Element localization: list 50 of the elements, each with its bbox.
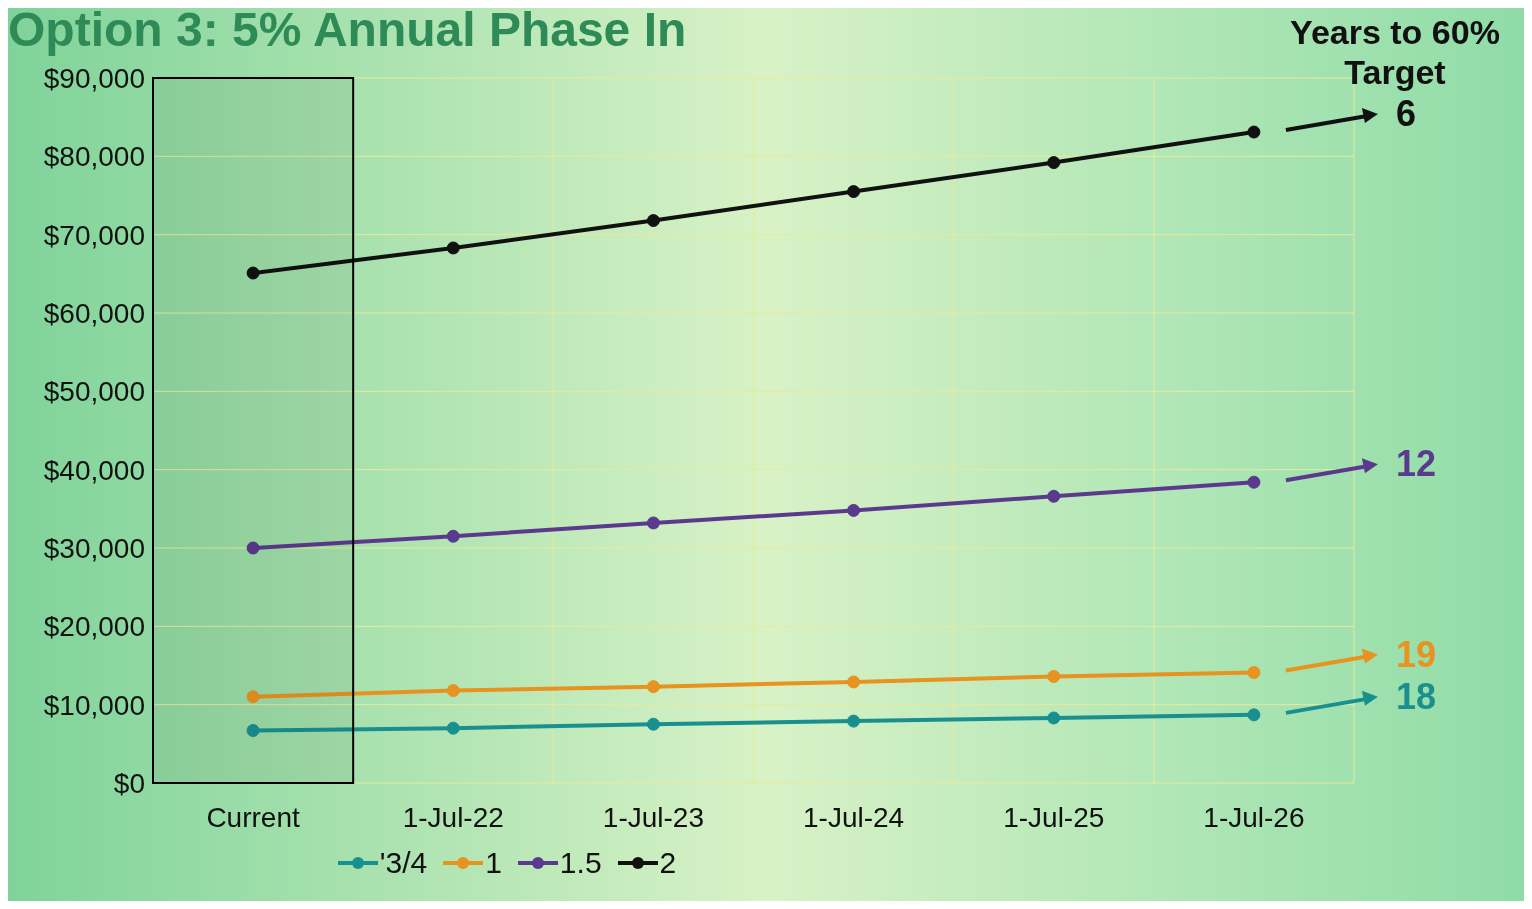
point <box>246 541 260 555</box>
point <box>847 714 861 728</box>
y-tick-label: $20,000 <box>43 611 145 643</box>
y-tick-label: $10,000 <box>43 689 145 721</box>
text: 19 <box>1395 633 1436 675</box>
point <box>646 680 660 694</box>
x-tick-label: 1-Jul-22 <box>402 801 504 833</box>
point <box>1247 125 1261 139</box>
point <box>847 185 861 199</box>
point <box>246 266 260 280</box>
point <box>646 214 660 228</box>
point <box>446 721 460 735</box>
point <box>847 503 861 517</box>
point <box>646 717 660 731</box>
y-tick-label: $90,000 <box>43 62 145 94</box>
legend-label: 2 <box>658 846 677 880</box>
point <box>1247 475 1261 489</box>
annotation: Years to 60% Target <box>1289 12 1501 92</box>
point <box>446 684 460 698</box>
x-tick-label: 1-Jul-25 <box>1003 801 1105 833</box>
text: 18 <box>1395 675 1436 717</box>
point <box>246 690 260 704</box>
y-tick-label: $40,000 <box>43 454 145 486</box>
y-tick-label: $0 <box>113 767 145 799</box>
y-tick-label: $70,000 <box>43 219 145 251</box>
point <box>847 675 861 689</box>
point <box>1047 711 1061 725</box>
point <box>646 516 660 530</box>
point <box>1247 666 1261 680</box>
y-tick-label: $50,000 <box>43 376 145 408</box>
legend-label: 1.5 <box>558 846 602 880</box>
point <box>1047 489 1061 503</box>
chart-title: Option 3: 5% Annual Phase In <box>8 2 687 57</box>
text: 6 <box>1395 93 1416 135</box>
point <box>1047 156 1061 170</box>
point <box>246 724 260 738</box>
legend-label: '3/4 <box>378 846 428 880</box>
legend-label: 1 <box>484 846 502 880</box>
point <box>1047 669 1061 683</box>
x-tick-label: 1-Jul-24 <box>803 801 905 833</box>
y-tick-label: $30,000 <box>43 532 145 564</box>
x-tick-label: Current <box>206 801 300 833</box>
y-tick-label: $60,000 <box>43 297 145 329</box>
text: 12 <box>1395 443 1436 485</box>
point <box>446 529 460 543</box>
point <box>1247 708 1261 722</box>
y-tick-label: $80,000 <box>43 141 145 173</box>
point <box>446 241 460 255</box>
x-tick-label: 1-Jul-26 <box>1203 801 1305 833</box>
x-tick-label: 1-Jul-23 <box>602 801 704 833</box>
